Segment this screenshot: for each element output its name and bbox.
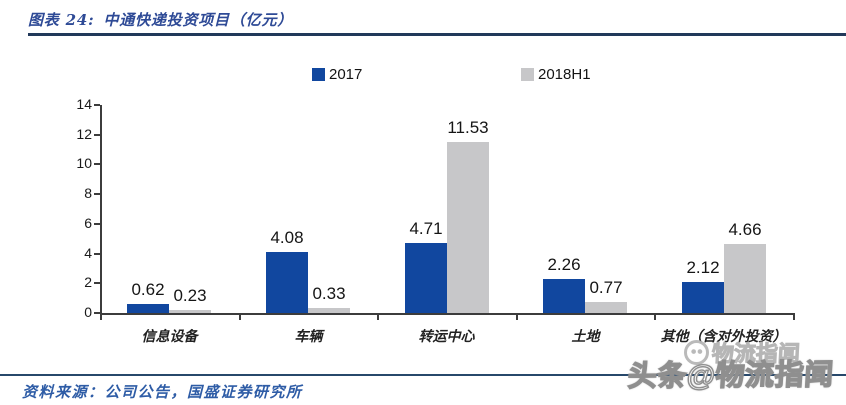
- source-note: 资料来源：公司公告，国盛证券研究所: [22, 383, 303, 401]
- value-label-2017-车辆: 4.08: [270, 228, 304, 247]
- y-tick-label: 0: [84, 304, 92, 320]
- value-label-2017-土地: 2.26: [547, 255, 581, 274]
- x-tick-mark: [654, 313, 656, 320]
- figure-title-row: 图表 24: 中通快递投资项目（亿元）: [28, 9, 293, 30]
- bar-2018H1-其他（含对外投资）: [724, 244, 766, 313]
- y-tick-label: 2: [84, 274, 92, 291]
- x-axis-line: [100, 313, 795, 315]
- bar-2018H1-车辆: [308, 308, 350, 313]
- bar-2017-土地: [543, 279, 585, 313]
- y-tick-label: 14: [76, 96, 92, 112]
- value-label-2017-信息设备: 0.62: [131, 280, 165, 299]
- x-tick-mark: [793, 313, 795, 320]
- legend-swatch-2018h1: [521, 68, 534, 81]
- y-tick-mark: [94, 252, 100, 255]
- footer-rule: [0, 374, 846, 376]
- x-tick-mark: [100, 313, 102, 320]
- value-label-2018H1-车辆: 0.33: [312, 284, 346, 303]
- value-label-2018H1-其他（含对外投资）: 4.66: [728, 220, 762, 239]
- y-tick-mark: [94, 193, 100, 196]
- y-tick-label: 6: [84, 214, 92, 231]
- value-label-2018H1-土地: 0.77: [589, 278, 623, 297]
- category-label: 车辆: [294, 329, 323, 345]
- bar-2017-车辆: [266, 252, 308, 313]
- legend-swatch-2017: [312, 68, 325, 81]
- bar-2018H1-转运中心: [447, 142, 489, 313]
- bar-2017-转运中心: [405, 243, 447, 313]
- x-tick-mark: [516, 313, 518, 320]
- header-rule: [28, 33, 846, 36]
- value-label-2017-其他（含对外投资）: 2.12: [686, 258, 720, 277]
- watermark: 物流指闻 头条@物流指闻: [626, 334, 846, 405]
- y-axis-line: [100, 105, 102, 313]
- watermark-ghost: 物流指闻: [684, 336, 801, 368]
- figure-title: 中通快递投资项目（亿元）: [103, 11, 294, 29]
- legend-label-2018h1: 2018H1: [538, 66, 591, 83]
- legend-label-2017: 2017: [329, 66, 363, 83]
- x-tick-mark: [239, 313, 241, 320]
- legend-item-2017: 2017: [312, 66, 362, 83]
- figure-number-label: 图表 24:: [28, 11, 95, 29]
- bar-2018H1-信息设备: [169, 310, 211, 313]
- watermark-main-text: 头条@物流指闻: [626, 358, 835, 393]
- legend-item-2018h1: 2018H1: [521, 66, 591, 83]
- y-tick-mark: [94, 104, 100, 106]
- y-tick-mark: [94, 133, 100, 136]
- bar-2017-信息设备: [127, 304, 169, 313]
- y-tick-label: 10: [76, 155, 92, 172]
- category-label: 转运中心: [418, 329, 475, 345]
- y-tick-mark: [94, 222, 100, 225]
- value-label-2018H1-信息设备: 0.23: [173, 286, 207, 305]
- y-tick-label: 8: [84, 185, 92, 202]
- value-label-2017-转运中心: 4.71: [409, 219, 443, 238]
- bar-2017-其他（含对外投资）: [682, 282, 724, 313]
- category-label: 土地: [571, 329, 600, 345]
- watermark-logo-icon: [684, 339, 709, 365]
- y-tick-mark: [94, 312, 100, 314]
- bar-2018H1-土地: [585, 302, 627, 313]
- value-label-2018H1-转运中心: 11.53: [447, 118, 489, 137]
- category-label: 信息设备: [141, 329, 198, 345]
- y-tick-mark: [94, 282, 100, 285]
- y-tick-label: 4: [84, 244, 92, 261]
- y-tick-mark: [94, 163, 100, 166]
- y-tick-label: 12: [76, 125, 92, 142]
- x-tick-mark: [377, 313, 379, 320]
